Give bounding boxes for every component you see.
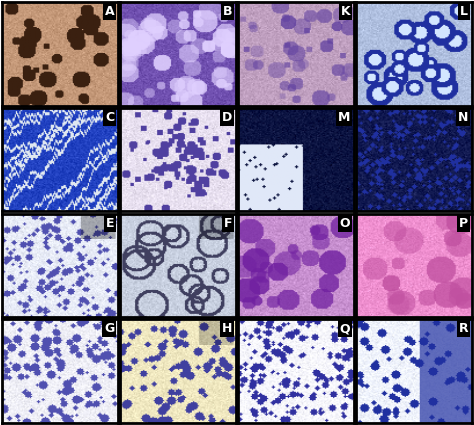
Text: D: D	[222, 111, 232, 124]
Text: E: E	[106, 217, 115, 230]
Text: B: B	[223, 5, 232, 18]
Text: M: M	[338, 111, 350, 124]
Text: G: G	[104, 322, 115, 335]
Text: P: P	[459, 217, 468, 230]
Text: O: O	[340, 217, 350, 230]
Text: Q: Q	[340, 322, 350, 335]
Text: F: F	[224, 217, 232, 230]
Text: L: L	[460, 5, 468, 18]
Text: C: C	[105, 111, 115, 124]
Text: A: A	[105, 5, 115, 18]
Text: R: R	[458, 322, 468, 335]
Text: H: H	[222, 322, 232, 335]
Text: N: N	[458, 111, 468, 124]
Text: K: K	[341, 5, 350, 18]
